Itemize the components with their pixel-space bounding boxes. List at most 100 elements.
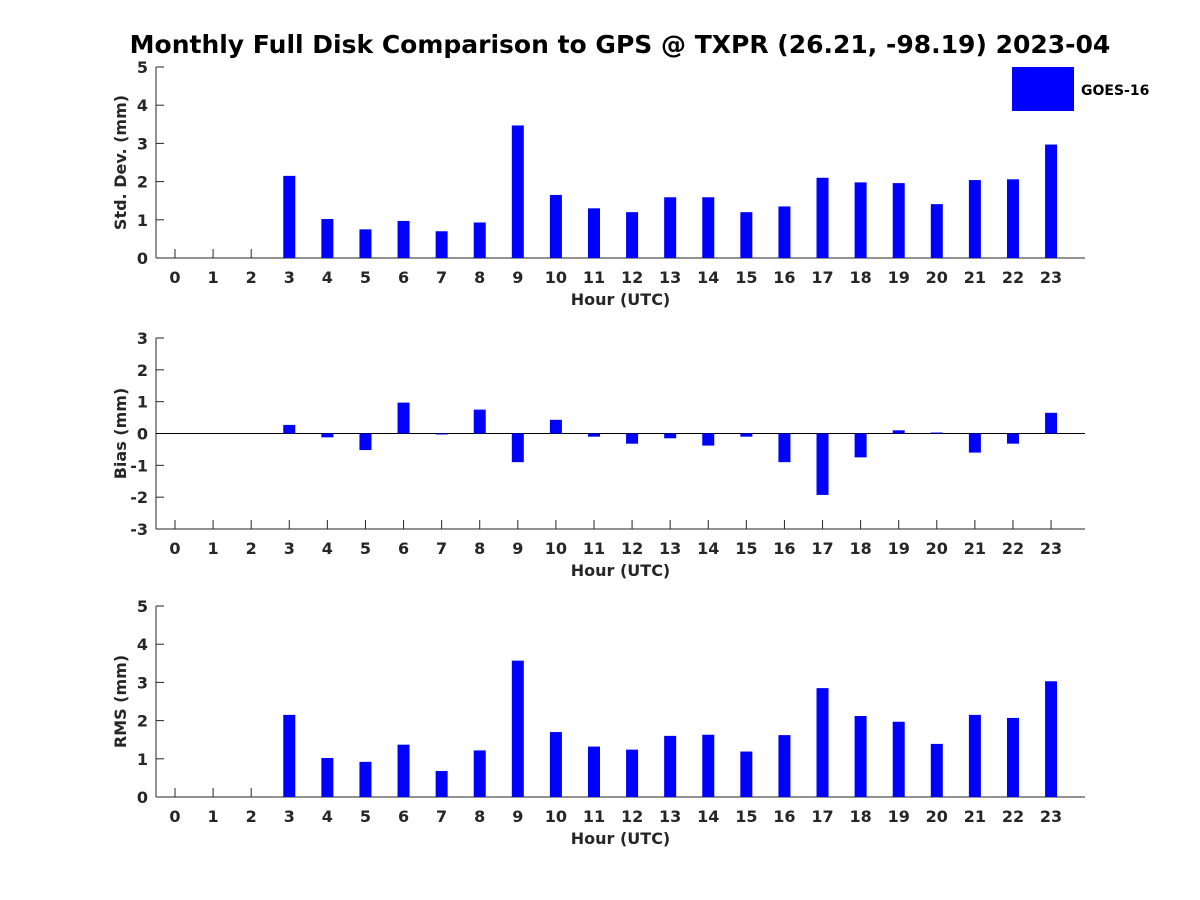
bar — [816, 433, 829, 495]
y-tick-label: -1 — [130, 456, 148, 475]
y-tick-label: 1 — [137, 393, 148, 412]
y-tick-label: 2 — [137, 361, 148, 380]
bar — [702, 734, 715, 797]
y-tick-label: 1 — [137, 211, 148, 230]
legend-label: GOES-16 — [1081, 83, 1149, 99]
x-tick-label: 16 — [773, 807, 795, 826]
x-tick-label: 11 — [583, 268, 605, 287]
y-tick-label: 0 — [137, 788, 148, 807]
bar — [778, 206, 791, 258]
x-tick-label: 15 — [735, 268, 757, 287]
x-tick-label: 20 — [926, 268, 948, 287]
bar — [397, 744, 410, 797]
bar — [626, 749, 639, 797]
y-tick-label: -3 — [130, 520, 148, 539]
bar — [778, 433, 791, 463]
bar — [283, 424, 296, 434]
bar — [626, 212, 639, 258]
x-tick-label: 10 — [545, 807, 567, 826]
bar — [511, 660, 524, 797]
bar — [549, 419, 562, 434]
bar — [321, 758, 334, 797]
bar — [435, 771, 448, 797]
y-tick-label: 3 — [137, 134, 148, 153]
bar — [283, 714, 296, 797]
x-tick-label: 2 — [246, 807, 257, 826]
x-tick-label: 13 — [659, 807, 681, 826]
x-tick-label: 18 — [849, 268, 871, 287]
x-tick-label: 2 — [246, 268, 257, 287]
bar — [359, 761, 372, 797]
y-tick-label: 0 — [137, 249, 148, 268]
bar — [1006, 433, 1019, 444]
x-tick-label: 7 — [436, 539, 447, 558]
x-tick-label: 19 — [888, 268, 910, 287]
x-tick-label: 21 — [964, 539, 986, 558]
bar — [854, 716, 867, 797]
x-tick-label: 10 — [545, 268, 567, 287]
bar — [702, 433, 715, 446]
bar — [549, 194, 562, 258]
x-tick-label: 11 — [583, 539, 605, 558]
x-tick-label: 1 — [208, 539, 219, 558]
x-tick-label: 12 — [621, 268, 643, 287]
y-tick-label: 3 — [137, 329, 148, 348]
y-axis-label: Std. Dev. (mm) — [111, 95, 130, 230]
bar — [511, 433, 524, 463]
bar — [740, 751, 753, 797]
x-tick-label: 12 — [621, 539, 643, 558]
bar — [473, 222, 486, 258]
x-tick-label: 0 — [169, 268, 180, 287]
x-tick-label: 9 — [512, 807, 523, 826]
bar — [359, 229, 372, 258]
x-tick-label: 19 — [888, 539, 910, 558]
y-tick-label: 0 — [137, 425, 148, 444]
x-tick-label: 14 — [697, 807, 719, 826]
bar — [778, 735, 791, 797]
bar — [968, 180, 981, 258]
bar — [1045, 144, 1058, 258]
bar — [435, 231, 448, 258]
x-tick-label: 14 — [697, 268, 719, 287]
x-tick-label: 17 — [811, 807, 833, 826]
bar — [626, 433, 639, 444]
x-tick-label: 4 — [322, 539, 333, 558]
x-tick-label: 10 — [545, 539, 567, 558]
bar — [435, 433, 448, 435]
x-tick-label: 20 — [926, 807, 948, 826]
bar — [664, 197, 677, 258]
x-tick-label: 8 — [474, 268, 485, 287]
x-tick-label: 6 — [398, 807, 409, 826]
x-tick-label: 7 — [436, 268, 447, 287]
y-tick-label: 4 — [137, 96, 148, 115]
x-tick-label: 9 — [512, 539, 523, 558]
bar — [321, 433, 334, 438]
bar — [473, 409, 486, 434]
bar — [1006, 179, 1019, 258]
bar — [740, 433, 753, 437]
x-tick-label: 4 — [322, 268, 333, 287]
x-axis-label: Hour (UTC) — [571, 561, 671, 580]
x-tick-label: 23 — [1040, 539, 1062, 558]
chart-title: Monthly Full Disk Comparison to GPS @ TX… — [129, 30, 1111, 59]
bar — [664, 735, 677, 797]
x-tick-label: 21 — [964, 268, 986, 287]
x-tick-label: 16 — [773, 539, 795, 558]
bar — [511, 125, 524, 258]
x-tick-label: 19 — [888, 807, 910, 826]
bar — [1045, 412, 1058, 434]
bar — [587, 433, 600, 437]
bar — [321, 219, 334, 258]
x-tick-label: 5 — [360, 539, 371, 558]
bar — [1045, 681, 1058, 797]
bar — [549, 732, 562, 797]
x-tick-label: 15 — [735, 539, 757, 558]
x-tick-label: 1 — [208, 807, 219, 826]
y-tick-label: 2 — [137, 173, 148, 192]
x-tick-label: 22 — [1002, 268, 1024, 287]
x-tick-label: 13 — [659, 539, 681, 558]
bar — [816, 688, 829, 797]
bar — [930, 432, 943, 434]
bar — [1006, 717, 1019, 797]
